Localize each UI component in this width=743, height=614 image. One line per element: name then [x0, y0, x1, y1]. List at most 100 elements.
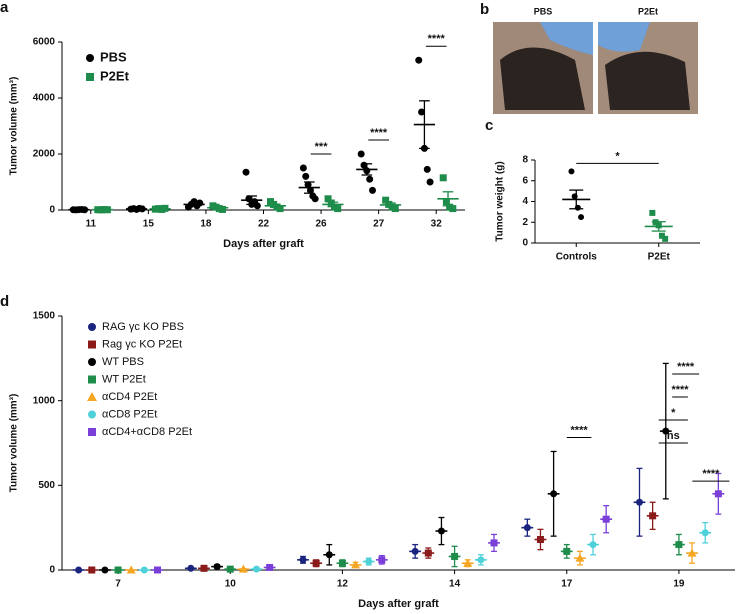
- legend-label: WT PBS: [102, 356, 144, 368]
- legend-label: WT P2Et: [102, 373, 146, 385]
- marker: [523, 524, 531, 532]
- marker: [411, 547, 419, 555]
- significance-label: ****: [677, 361, 695, 373]
- x-tick-label: 26: [316, 219, 328, 230]
- marker: [276, 205, 284, 213]
- marker: [88, 428, 96, 436]
- significance-label: ***: [315, 141, 329, 153]
- marker: [423, 165, 431, 173]
- marker: [563, 547, 571, 555]
- marker: [366, 175, 374, 183]
- significance-label: ****: [702, 468, 720, 480]
- marker: [81, 206, 89, 214]
- marker: [88, 340, 96, 349]
- marker: [439, 174, 447, 182]
- marker: [138, 205, 146, 213]
- marker: [391, 205, 399, 213]
- marker: [338, 559, 346, 567]
- legend-label: P2Et: [100, 68, 130, 83]
- marker: [245, 195, 253, 203]
- marker: [114, 566, 122, 574]
- y-tick-label: 6000: [33, 37, 56, 48]
- marker: [658, 232, 665, 239]
- marker: [490, 539, 498, 547]
- marker: [253, 565, 261, 573]
- y-axis-label: Tumor volume (mm³): [9, 77, 20, 176]
- marker: [126, 565, 136, 574]
- marker: [426, 178, 434, 186]
- marker: [219, 205, 227, 213]
- significance-label: ****: [571, 424, 589, 436]
- x-tick-label: 18: [200, 219, 212, 230]
- y-tick-label: 1500: [33, 311, 56, 322]
- marker: [442, 198, 450, 206]
- marker: [714, 490, 722, 498]
- significance-label: ****: [671, 384, 689, 396]
- x-tick-label: 19: [673, 579, 685, 590]
- marker: [602, 515, 610, 523]
- marker: [363, 167, 371, 175]
- marker: [334, 205, 342, 213]
- significance-label: ****: [428, 33, 446, 45]
- legend-label: αCD4+αCD8 P2Et: [102, 426, 192, 438]
- marker: [88, 375, 96, 384]
- marker: [635, 498, 643, 506]
- x-tick-label: 27: [373, 219, 385, 230]
- marker: [687, 548, 697, 557]
- marker: [449, 205, 457, 213]
- marker: [655, 222, 662, 229]
- marker: [88, 566, 96, 574]
- marker: [266, 563, 274, 571]
- marker: [571, 193, 578, 200]
- marker: [360, 161, 368, 169]
- legend-label: PBS: [100, 49, 127, 64]
- marker: [88, 323, 96, 331]
- marker: [103, 206, 111, 214]
- marker: [701, 529, 709, 537]
- marker: [226, 565, 234, 573]
- marker: [550, 490, 558, 498]
- marker: [437, 527, 445, 535]
- marker: [140, 566, 148, 574]
- marker: [242, 168, 250, 176]
- marker: [324, 195, 332, 203]
- marker: [357, 150, 365, 158]
- significance-label: *: [615, 150, 620, 162]
- marker: [351, 560, 361, 569]
- legend-label: RAG γc KO PBS: [102, 321, 184, 333]
- mouse: [605, 51, 690, 110]
- glove: [598, 22, 650, 52]
- y-tick-label: 2: [522, 217, 528, 228]
- x-tick-label: 12: [337, 579, 349, 590]
- marker: [649, 512, 657, 520]
- photo-label: PBS: [534, 6, 553, 16]
- y-tick-label: 1000: [33, 395, 56, 406]
- marker: [382, 196, 390, 204]
- marker: [87, 392, 97, 401]
- marker: [88, 358, 96, 366]
- marker: [365, 558, 373, 566]
- marker: [575, 553, 585, 562]
- marker: [312, 559, 320, 567]
- x-tick-label: 32: [431, 219, 443, 230]
- marker: [299, 556, 307, 564]
- marker: [299, 164, 307, 172]
- marker: [649, 209, 656, 216]
- y-tick-label: 8: [522, 155, 528, 166]
- marker: [161, 204, 169, 212]
- y-tick-label: 500: [38, 480, 55, 491]
- y-tick-label: 0: [49, 205, 55, 216]
- marker: [86, 54, 94, 62]
- panel-label: d: [0, 293, 9, 310]
- marker: [451, 552, 459, 560]
- marker: [574, 204, 581, 211]
- x-tick-label: 10: [225, 579, 237, 590]
- x-tick-label: 7: [115, 579, 121, 590]
- panel-label: b: [480, 1, 489, 18]
- marker: [662, 427, 670, 435]
- y-axis-label: Tumor volume (mm³): [9, 394, 20, 493]
- marker: [304, 181, 312, 189]
- marker: [196, 199, 204, 207]
- significance-label: ns: [667, 430, 680, 442]
- marker: [536, 536, 544, 544]
